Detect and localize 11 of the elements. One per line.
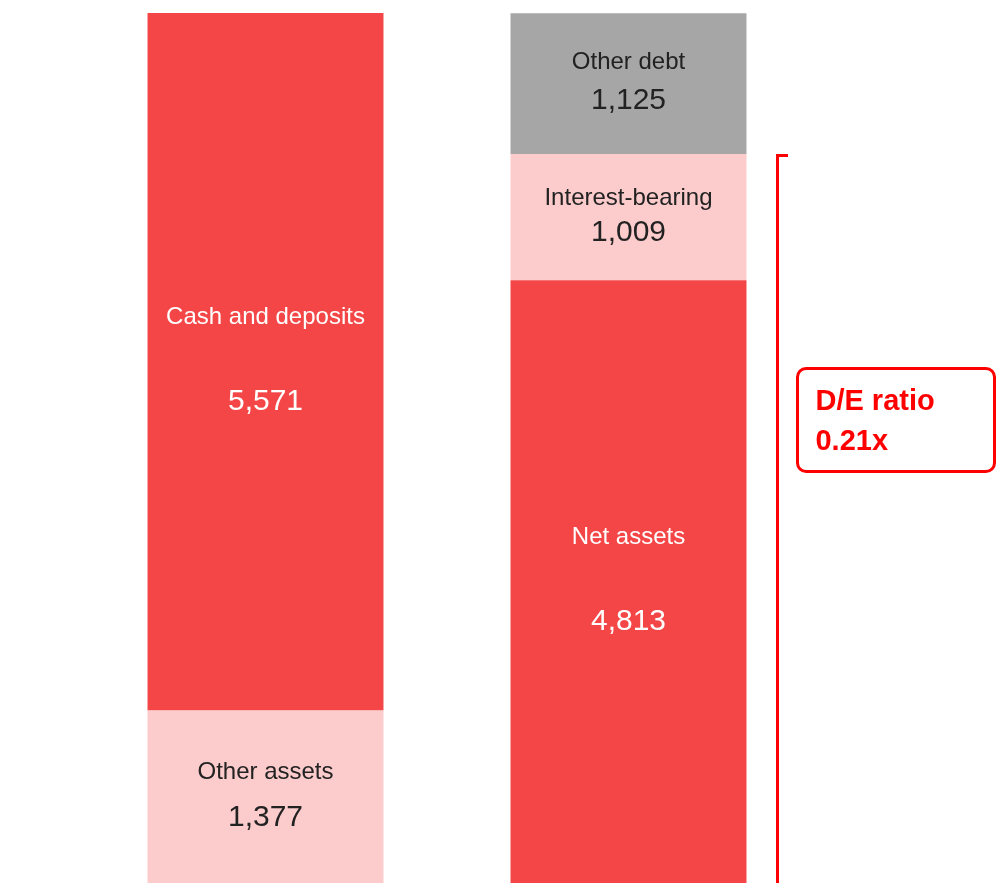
data-label: 5,571: [227, 383, 304, 417]
data-label: 1,009: [590, 213, 667, 247]
series-label: Other debt: [571, 47, 686, 75]
data-label: 1,377: [227, 798, 304, 832]
series-label: Cash and deposits: [166, 302, 365, 330]
data-label: 4,813: [590, 602, 667, 636]
data-label: 1,125: [590, 81, 667, 115]
text: D/E ratio 0.21x: [796, 367, 997, 473]
series-label: Interest-bearing: [544, 182, 713, 210]
series-label: Net assets: [571, 522, 686, 550]
series-label: Other assets: [197, 756, 334, 784]
